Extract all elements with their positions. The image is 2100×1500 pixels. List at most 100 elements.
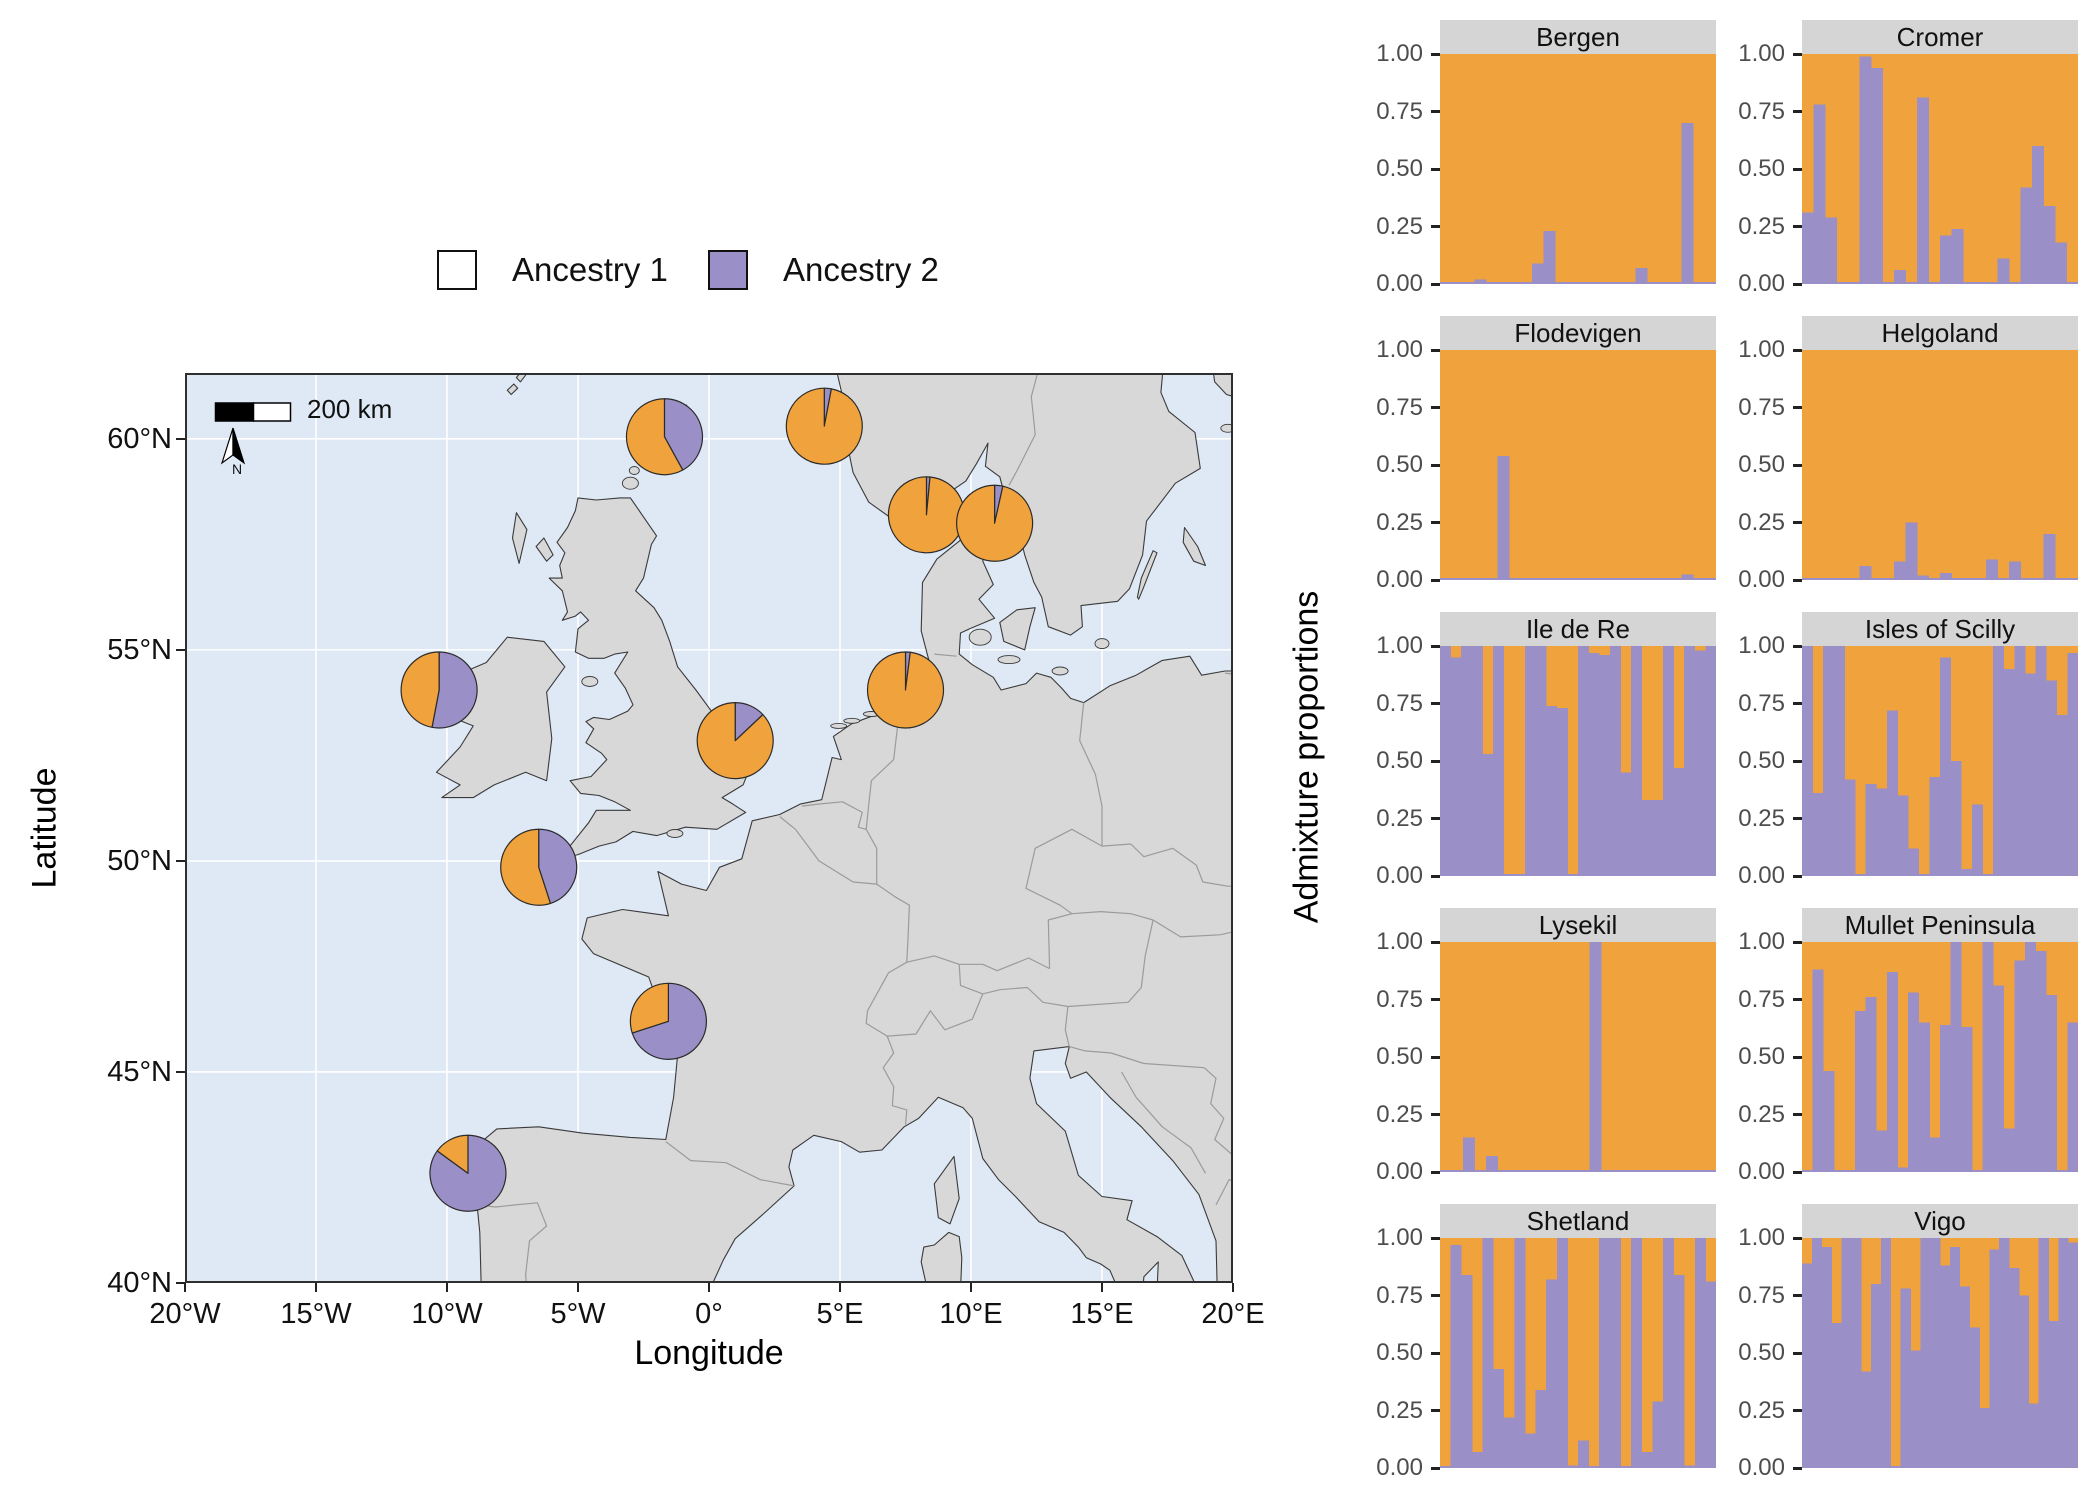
y-tick-label: 45°N [107, 1056, 172, 1088]
facet-tick-label: 0.00 [1376, 270, 1423, 297]
facet-tick-mark [1793, 702, 1802, 705]
facet-strip-vigo: Vigo [1802, 1204, 2078, 1238]
country-border [1069, 1046, 1205, 1069]
country-border [934, 653, 957, 657]
facet-tick-mark [1431, 521, 1440, 524]
facet-tick-mark [1793, 406, 1802, 409]
facet-tick-label: 0.50 [1376, 451, 1423, 478]
country-border [1203, 1067, 1233, 1157]
facet-barplot-flodevigen [1440, 350, 1716, 580]
x-tick-mark [839, 1283, 841, 1292]
pie-cromer [696, 702, 774, 780]
legend-swatch-ancestry1 [437, 250, 477, 290]
x-tick-label: 10°E [939, 1298, 1003, 1330]
x-tick-label: 5°E [816, 1298, 864, 1330]
island [1220, 423, 1233, 433]
facet-tick-mark [1431, 1113, 1440, 1116]
x-tick-mark [708, 1283, 710, 1292]
pie-bergen [785, 387, 863, 465]
facet-barplot-shetland [1440, 1238, 1716, 1468]
island [621, 476, 639, 490]
facet-barplot-vigo [1802, 1238, 2078, 1468]
y-tick-label: 55°N [107, 634, 172, 666]
country-border [1215, 1179, 1233, 1206]
north-arrow-label: N [232, 461, 242, 477]
island [628, 466, 640, 475]
facet-strip-cromer: Cromer [1802, 20, 2078, 54]
landmass [920, 1231, 963, 1283]
country-border [477, 1202, 548, 1283]
y-tick-label: 40°N [107, 1267, 172, 1299]
landmass [506, 383, 519, 396]
country-border [1152, 919, 1233, 938]
x-tick-label: 15°W [280, 1298, 352, 1330]
pie-vigo [429, 1134, 507, 1212]
facet-tick-mark [1431, 875, 1440, 878]
facet-strip-ile-de-re: Ile de Re [1440, 612, 1716, 646]
facet-tick-mark [1431, 110, 1440, 113]
country-border [1225, 672, 1233, 675]
facet-strip-mullet-peninsula: Mullet Peninsula [1802, 908, 2078, 942]
facet-tick-label: 1.00 [1738, 632, 1785, 659]
country-border [1101, 843, 1204, 883]
pie-isles-of-scilly [500, 828, 578, 906]
facet-tick-label: 0.75 [1376, 394, 1423, 421]
y-tick-label: 60°N [107, 423, 172, 455]
facet-tick-label: 0.50 [1376, 1043, 1423, 1070]
facet-strip-helgoland: Helgoland [1802, 316, 2078, 350]
facet-tick-label: 0.00 [1738, 1454, 1785, 1481]
island [843, 717, 861, 724]
facet-tick-label: 0.25 [1376, 509, 1423, 536]
facet-tick-mark [1431, 998, 1440, 1001]
facet-tick-mark [1793, 1237, 1802, 1240]
landmass [535, 537, 554, 562]
x-tick-mark [577, 1283, 579, 1292]
landmass [463, 533, 1233, 1283]
facet-tick-label: 0.00 [1738, 270, 1785, 297]
pie-ile-de-re [629, 982, 707, 1060]
facet-tick-label: 1.00 [1376, 928, 1423, 955]
facet-tick-label: 0.00 [1738, 566, 1785, 593]
facet-tick-label: 0.00 [1738, 862, 1785, 889]
x-tick-label: 20°W [149, 1298, 221, 1330]
facet-tick-mark [1793, 875, 1802, 878]
map-y-axis-title: Latitude [25, 767, 64, 889]
island [1094, 638, 1110, 650]
island [968, 628, 992, 646]
pie-helgoland [866, 651, 945, 729]
facet-tick-label: 1.00 [1738, 928, 1785, 955]
x-tick-mark [1101, 1283, 1103, 1292]
landmass [999, 607, 1036, 651]
facet-tick-label: 0.50 [1738, 155, 1785, 182]
y-tick-mark [176, 860, 185, 862]
facet-tick-label: 0.75 [1738, 98, 1785, 125]
facet-tick-mark [1793, 349, 1802, 352]
country-border [1127, 919, 1154, 1003]
facet-tick-label: 0.25 [1738, 1397, 1785, 1424]
facet-tick-mark [1431, 464, 1440, 467]
facet-tick-label: 1.00 [1738, 336, 1785, 363]
facet-tick-label: 1.00 [1738, 40, 1785, 67]
landmass [511, 512, 528, 564]
facet-tick-label: 0.25 [1376, 1397, 1423, 1424]
facet-tick-mark [1431, 760, 1440, 763]
facet-tick-label: 0.50 [1376, 1339, 1423, 1366]
facet-tick-mark [1431, 53, 1440, 56]
facet-tick-mark [1431, 225, 1440, 228]
europe-map: 200 km N [185, 373, 1233, 1283]
x-tick-mark [970, 1283, 972, 1292]
country-border [1121, 1071, 1207, 1174]
facet-tick-label: 0.75 [1376, 98, 1423, 125]
facet-barplot-isles-of-scilly [1802, 646, 2078, 876]
facet-tick-mark [1793, 1352, 1802, 1355]
facet-tick-mark [1431, 1171, 1440, 1174]
facet-tick-mark [1431, 702, 1440, 705]
facet-tick-label: 1.00 [1738, 1224, 1785, 1251]
pie-shetland [625, 398, 704, 476]
facet-tick-mark [1431, 1237, 1440, 1240]
country-border [876, 883, 910, 963]
country-border [1079, 702, 1103, 847]
facet-strip-shetland: Shetland [1440, 1204, 1716, 1238]
facet-tick-label: 0.50 [1376, 747, 1423, 774]
